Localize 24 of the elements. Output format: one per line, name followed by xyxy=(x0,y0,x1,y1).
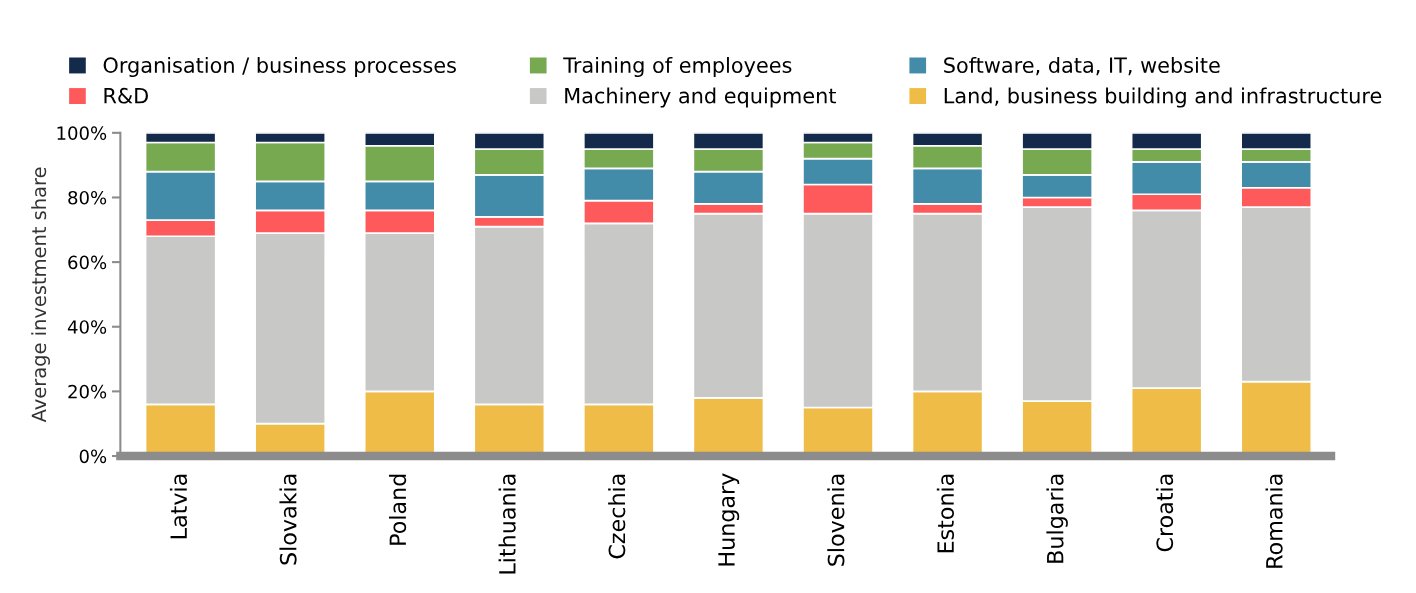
legend-label: Machinery and equipment xyxy=(565,87,836,108)
y-tick-label: 20% xyxy=(68,384,107,399)
legend-label: Training of employees xyxy=(563,56,792,78)
y-axis-title: Average investment share xyxy=(31,167,50,423)
x-tick-label: Estonia xyxy=(936,474,955,553)
y-tick-label: 60% xyxy=(68,255,107,270)
legend-label: R&D xyxy=(104,87,148,104)
y-tick-label: 0% xyxy=(79,449,107,464)
legend-label: Organisation / business processes xyxy=(103,56,456,78)
y-tick-label: 100% xyxy=(57,126,107,140)
x-tick-label: Romania xyxy=(1265,474,1283,568)
x-tick-label: Croatia xyxy=(1155,474,1174,552)
y-tick-label: 80% xyxy=(68,190,107,205)
x-tick-label: Slovenia xyxy=(827,474,845,566)
legend-label: Land, business building and infrastructure xyxy=(944,87,1382,108)
legend-label: Software, data, IT, website xyxy=(944,56,1220,76)
x-tick-label: Slovakia xyxy=(279,474,297,565)
x-tick-label: Bulgaria xyxy=(1046,474,1068,563)
x-tick-label: Czechia xyxy=(608,474,626,559)
x-tick-label: Hungary xyxy=(718,473,740,566)
x-tick-label: Poland xyxy=(388,474,407,545)
y-tick-label: 40% xyxy=(67,320,107,334)
x-tick-label: Latvia xyxy=(169,474,188,539)
x-tick-label: Lithuania xyxy=(498,474,516,574)
